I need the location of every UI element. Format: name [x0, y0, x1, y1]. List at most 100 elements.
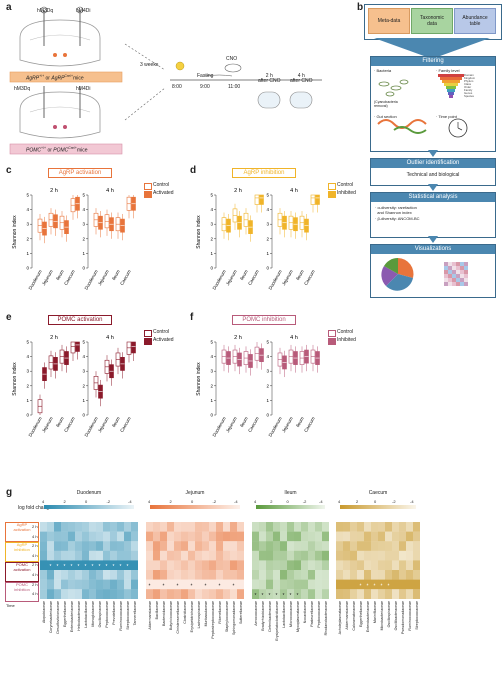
heatmap-cell [167, 522, 175, 532]
family-label: Pasteurellaceae [309, 600, 314, 627]
heatmap-cell [343, 589, 351, 599]
heatmap-cell [273, 531, 281, 542]
heatmap-cell [273, 541, 281, 551]
heatmap-cell [237, 560, 244, 571]
scale-tick-label: 2 [63, 499, 66, 504]
heatmap-cell [266, 570, 274, 580]
heatmap-cell [216, 560, 224, 571]
y-tick-label: 3 [210, 369, 213, 374]
mini-heat-cell [444, 270, 448, 274]
family-label: Sphingomonadaceae [231, 600, 236, 635]
heatmap-cell [181, 589, 189, 599]
scale-tick-label: -2 [392, 499, 396, 504]
row-time-label: 4 h [32, 572, 38, 577]
heatmap-cell [308, 550, 316, 561]
heatmap-cell [259, 560, 267, 571]
significance-star: * [276, 593, 278, 599]
heatmap-cell [68, 531, 76, 542]
heatmap-cell [103, 570, 111, 580]
y-tick-label: 2 [26, 236, 29, 241]
box-treated [315, 194, 320, 205]
heatmap-cell [406, 579, 414, 590]
y-tick-label: 5 [82, 340, 85, 345]
scale-tick-label: 0 [191, 499, 194, 504]
heatmap-cell [266, 531, 274, 542]
heatmap-color-scale [44, 505, 134, 509]
heatmap-cell [259, 589, 267, 599]
heatmap-cell [68, 589, 76, 599]
family-label: Clostridiaceae [182, 600, 187, 624]
row-group-pomc-inhibition: POMC inhibition [5, 582, 39, 602]
row-time-label: 4 h [32, 591, 38, 597]
heatmap-cell [364, 579, 372, 590]
heatmap-cell [357, 579, 365, 590]
heatmap-cell [413, 570, 420, 580]
heatmap-cell [406, 570, 414, 580]
row-time-label: 2 h [32, 524, 38, 529]
heatmap-cell [103, 560, 111, 571]
y-axis-label: Shannon index [12, 215, 18, 249]
heatmap-cell [174, 531, 182, 542]
legend-label-control: Control [153, 329, 170, 335]
heatmap-cell [202, 570, 210, 580]
heatmap-cell [230, 531, 238, 542]
scale-tick-label: 4 [254, 499, 257, 504]
box-treated [259, 194, 264, 205]
row-group-pomc-activation: POMC activation [5, 562, 39, 582]
heatmap-cell [124, 550, 132, 561]
y-tick-label: 4 [82, 354, 85, 359]
section-tick-label: Ileum [55, 269, 65, 281]
legend-swatch-inhibited [328, 338, 336, 345]
y-tick-label: 1 [266, 398, 269, 403]
box-treated [131, 341, 136, 354]
row-time-label: 4 h [32, 533, 38, 539]
pomc-mice-label: POMC+/+ or POMCCre/+mice [26, 146, 88, 154]
heatmap-title: Caecum [368, 490, 388, 496]
mini-heat-cell [452, 282, 456, 286]
scale-tick-label: -2 [106, 499, 111, 504]
heatmap-cell [124, 570, 132, 580]
y-tick-label: 1 [210, 251, 213, 256]
after-2h-label: 2 h after CNO [258, 73, 281, 84]
heatmap-cell [103, 522, 111, 532]
heatmap-cell [399, 541, 407, 551]
y-tick-label: 4 [82, 207, 85, 212]
panel-label-a: a [6, 2, 12, 13]
heatmap-cell [153, 522, 161, 532]
significance-star: * [388, 583, 390, 589]
heatmap-cell [209, 541, 217, 551]
mini-heat-cell [444, 278, 448, 282]
heatmap-cell [385, 550, 393, 561]
panel-label-e: e [6, 312, 12, 323]
panel-label-d: d [190, 165, 197, 176]
y-tick-label: 2 [266, 236, 269, 241]
box-control [70, 341, 76, 354]
heatmap-cell [167, 550, 175, 561]
panel-c-boxplot: c AgRP activation Control Activated 0 1 2 3 4 5 2 … [6, 165, 182, 310]
heatmap-cell [103, 550, 111, 561]
heatmap-cell [223, 560, 231, 571]
legend-swatch-control [144, 330, 152, 337]
time-0800: 8:00 [172, 84, 182, 90]
heatmap-cell [181, 550, 189, 561]
mini-heat-cell [456, 266, 460, 270]
heatmap-cell [322, 550, 329, 561]
legend-label-control: Control [337, 182, 354, 188]
heatmap-cell [280, 589, 288, 599]
section-tick-label: Duodenum [212, 416, 227, 438]
heatmap-cell [413, 579, 420, 590]
heatmap-color-scale [150, 505, 240, 509]
heatmap-cell [287, 550, 295, 561]
heatmap-cell [385, 589, 393, 599]
heatmap-cell [195, 579, 203, 590]
heatmap-grid: * * * * * * * * * * * * [40, 522, 138, 599]
heatmap-cell [230, 550, 238, 561]
heatmap-cell [131, 550, 138, 561]
heatmap-cell [322, 522, 329, 532]
heatmap-cell [68, 570, 76, 580]
box-control [254, 194, 260, 205]
heatmap-cell [406, 589, 414, 599]
heatmap-cell [167, 541, 175, 551]
lfc-label: log fold change [18, 505, 52, 511]
heatmap-cell [188, 579, 196, 590]
